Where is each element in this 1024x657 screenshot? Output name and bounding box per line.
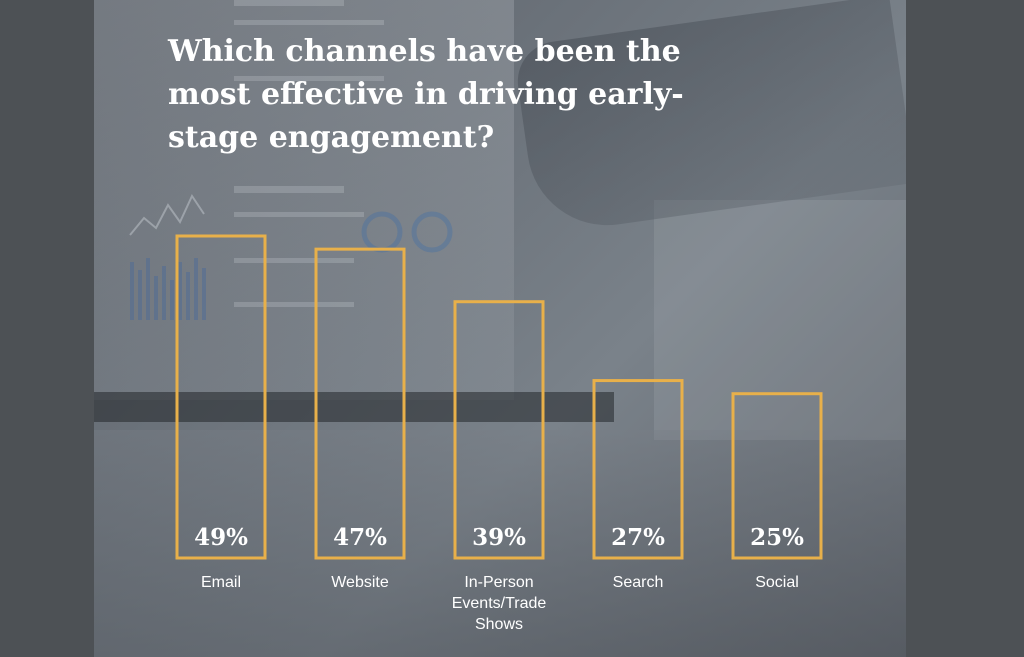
background-desk	[94, 430, 906, 657]
category-label: Website	[331, 574, 389, 591]
category-label: Social	[755, 574, 799, 591]
bar-email	[175, 234, 267, 560]
value-label: 25%	[750, 524, 804, 551]
category-label: Email	[201, 574, 241, 591]
bar-search	[592, 379, 684, 560]
background-wall	[654, 200, 906, 440]
background-monitor	[94, 0, 514, 400]
value-label: 47%	[333, 524, 387, 551]
bar-in-person-events-trade-shows	[453, 300, 545, 560]
value-label: 27%	[611, 524, 665, 551]
background-monitor-bezel	[94, 392, 614, 422]
category-label: Search	[613, 574, 664, 591]
value-label: 49%	[194, 524, 248, 551]
bar-website	[314, 247, 406, 560]
bar-social	[731, 392, 823, 560]
bar-chart: 49% Email 47% Website 39% In-Person Events/Tra…	[175, 234, 823, 633]
value-label: 39%	[472, 524, 526, 551]
chart-panel: Which channels have been the most effect…	[94, 0, 906, 657]
chart-title: Which channels have been the most effect…	[168, 34, 684, 155]
category-label: In-Person Events/Trade Shows	[452, 574, 547, 633]
